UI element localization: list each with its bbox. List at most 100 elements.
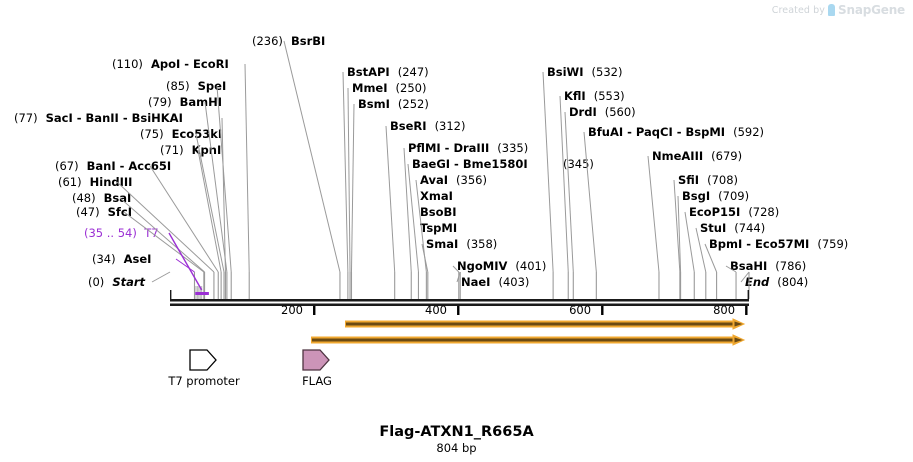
site-name: NgoMIV [457,259,508,273]
site-name: AseI [123,252,152,266]
feature-block-t7[interactable] [195,292,209,295]
site-position: (0) [88,275,105,289]
leader-line-345 [407,163,419,273]
site-label-hindiii[interactable]: (61) HindIII [58,176,132,189]
site-name: BseRI [390,119,427,133]
site-label-smai[interactable]: SmaI (358) [426,238,497,251]
site-label-drdi[interactable]: DrdI (560) [569,106,636,119]
orf-top-shaft-core [346,322,733,326]
site-name: NaeI [461,275,491,289]
leader-line-79 [204,101,228,273]
site-position: (728) [748,205,780,219]
site-label-ngomiv[interactable]: NgoMIV (401) [457,260,546,273]
site-label-bsobi[interactable]: BsoBI [420,206,457,219]
site-label-bfuai[interactable]: BfuAI - PaqCI - BspMI (592) [588,126,764,139]
site-name: BpmI - Eco57MI [709,237,810,251]
site-label-pflmi[interactable]: PflMI - DraIII (335) [408,142,528,155]
site-name: KflI [564,89,586,103]
site-name: Start [112,275,146,289]
site-label-asei[interactable]: (34) AseI [92,253,151,266]
leader-line-403 [456,271,461,283]
leader-line-71 [197,149,222,273]
site-position: (335) [497,141,529,155]
site-label-bsahi[interactable]: BsaHI (786) [730,260,806,273]
sequence-bar-bottom-strand [170,303,749,306]
leader-line-759 [704,243,718,273]
leader-line-67 [149,165,219,273]
site-label-sfii[interactable]: SfiI (708) [678,174,738,187]
site-label-bamhi[interactable]: (79) BamHI [148,96,222,109]
site-name: BsrBI [290,34,326,48]
site-name: End [745,275,770,289]
site-position: (358) [466,237,498,251]
feature-arrow-t7-promoter[interactable] [189,349,217,371]
site-position: (67) [55,159,79,173]
site-position: (679) [711,149,743,163]
site-label-bstapi[interactable]: BstAPI (247) [347,66,429,79]
site-label-tspmi[interactable]: TspMI [420,222,457,235]
site-label-bpmi[interactable]: BpmI - Eco57MI (759) [709,238,848,251]
site-label-bsmi[interactable]: BsmI (252) [358,98,429,111]
site-label-saci[interactable]: (77) SacI - BanII - BsiHKAI [14,112,183,125]
site-name: BsmI [358,97,390,111]
leader-line-358 [421,243,429,273]
site-name: BsgI [682,189,711,203]
site-label-bsiwi[interactable]: BsiWI (532) [547,66,622,79]
site-position: (401) [515,259,547,273]
leader-line-804 [740,271,750,283]
site-label-end[interactable]: End (804) [745,276,808,289]
site-label-kfli[interactable]: KflI (553) [564,90,625,103]
site-label-bsgi[interactable]: BsgI (709) [682,190,749,203]
leader-line-709 [677,195,682,273]
leader-line-312 [385,125,396,273]
site-position: (708) [707,173,739,187]
site-position: (71) [160,143,184,157]
site-name: SfcI [107,205,133,219]
site-position: (77) [14,111,38,125]
site-label-xmai[interactable]: XmaI [420,190,453,203]
site-label-ecop15i[interactable]: EcoP15I (728) [689,206,779,219]
feature-arrow-flag[interactable] [302,349,330,371]
site-label-nmeaiii[interactable]: NmeAIII (679) [652,150,742,163]
site-name: BsiWI [547,65,584,79]
site-label-bani[interactable]: (67) BanI - Acc65I [55,160,171,173]
feature-legend-label-t7-promoter[interactable]: T7 promoter [168,374,240,388]
leader-line-0 [151,271,171,283]
site-name: StuI [700,221,727,235]
site-position: (553) [593,89,625,103]
site-position: (85) [166,79,190,93]
site-label-naei[interactable]: NaeI (403) [461,276,529,289]
site-label-spei[interactable]: (85) SpeI [166,80,226,93]
site-name: BaeGI - Bme1580I [412,157,528,171]
leader-line-728 [684,211,695,273]
site-position: (403) [498,275,530,289]
site-position: (356) [456,173,487,187]
site-label-mmei[interactable]: MmeI (250) [352,82,426,95]
site-label-start[interactable]: (0) Start [88,276,145,289]
site-position: (560) [604,105,636,119]
site-position: (48) [72,191,96,205]
site-label-apoi-ecori[interactable]: (110) ApoI - EcoRI [112,58,229,71]
site-position: (35 .. 54) [84,226,137,240]
site-name: ApoI - EcoRI [150,57,229,71]
leader-line-48 [119,197,205,273]
site-name: TspMI [420,221,458,235]
site-label-sfci[interactable]: (47) SfcI [76,206,132,219]
site-name: BsaHI [730,259,768,273]
leader-line-110 [244,63,250,273]
site-label-bsrbi[interactable]: (236) BsrBI [252,35,325,48]
site-name: AvaI [420,173,449,187]
site-name: MmeI [352,81,388,95]
leader-line-47 [123,211,205,273]
site-label-bseri[interactable]: BseRI (312) [390,120,466,133]
site-position: (592) [733,125,765,139]
site-label-stui[interactable]: StuI (744) [700,222,765,235]
site-label-baegi[interactable]: BaeGI - Bme1580I [412,158,528,171]
site-position: (236) [252,34,283,48]
ruler-tick-label-600: 600 [569,303,592,317]
site-name: BstAPI [347,65,390,79]
site-label-avai[interactable]: AvaI (356) [420,174,487,187]
feature-legend-label-flag[interactable]: FLAG [302,374,332,388]
